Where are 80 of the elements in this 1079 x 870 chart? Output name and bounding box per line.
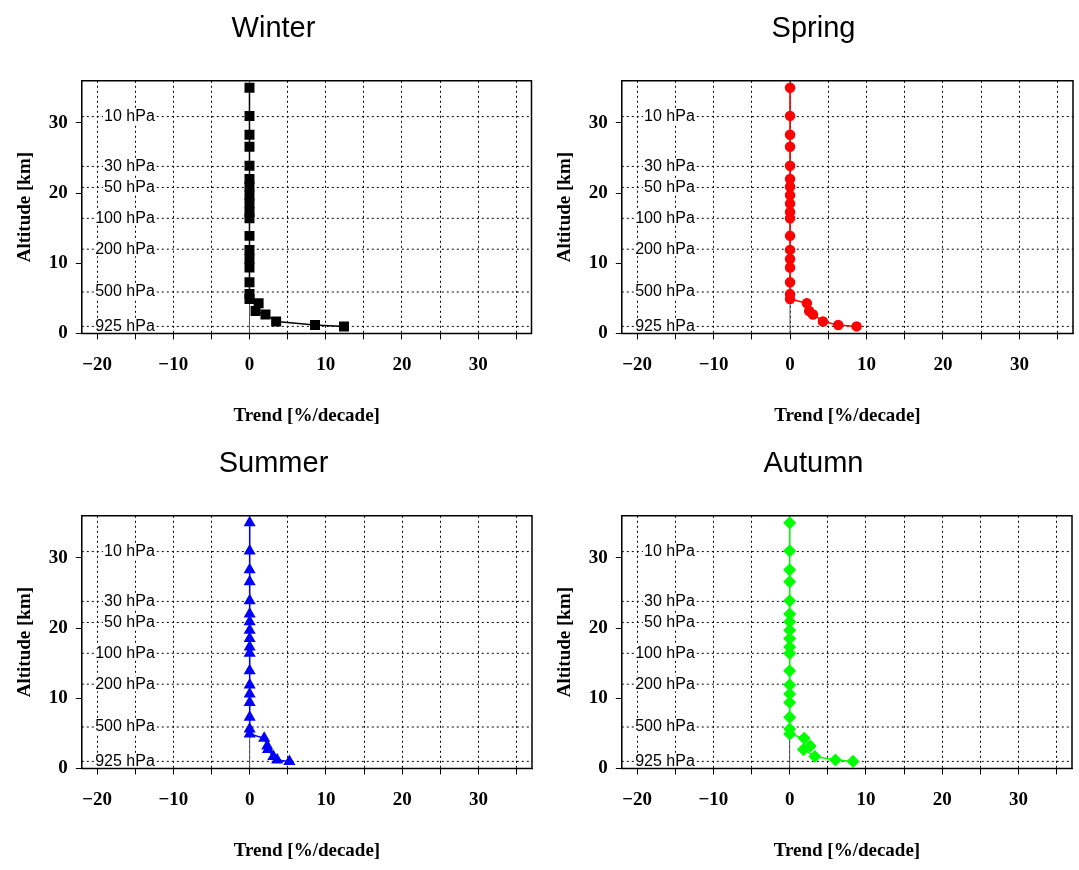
x-tick-label: 10 [316, 787, 336, 809]
chart-title: Spring [771, 11, 856, 44]
y-tick-label: 0 [58, 756, 68, 778]
x-tick-label: 30 [469, 787, 489, 809]
ref-line-label: 10 hPa [104, 541, 155, 559]
x-tick-label: 30 [468, 352, 488, 374]
x-tick-label: 0 [785, 352, 795, 374]
ref-line-label: 500 hPa [635, 282, 695, 300]
x-tick-label: 10 [856, 787, 876, 809]
ref-line-label: 50 hPa [644, 177, 695, 195]
ref-line-label: 10 hPa [104, 106, 155, 124]
ref-line-label: 10 hPa [644, 106, 695, 124]
y-tick-label: 30 [588, 110, 608, 132]
y-tick-label: 10 [48, 686, 68, 708]
ref-line-label: 50 hPa [104, 177, 155, 195]
ref-line-label: 925 hPa [95, 751, 155, 769]
y-axis-title: Altitude [km] [13, 586, 35, 698]
ref-line-label: 500 hPa [95, 282, 155, 300]
ref-line-label: 200 hPa [95, 239, 155, 257]
y-tick-label: 30 [588, 545, 608, 567]
y-tick-label: 0 [58, 321, 68, 343]
ref-line-label: 100 hPa [635, 208, 695, 226]
x-tick-label: 10 [857, 352, 877, 374]
x-axis-title: Trend [%/decade] [233, 403, 380, 425]
ref-line-label: 50 hPa [644, 612, 695, 630]
x-axis-title: Trend [%/decade] [774, 403, 921, 425]
y-axis-title: Altitude [km] [13, 151, 35, 263]
y-tick-label: 0 [598, 321, 608, 343]
ref-line-label: 200 hPa [635, 239, 695, 257]
x-tick-label: −10 [158, 352, 189, 374]
y-tick-label: 30 [48, 545, 68, 567]
ref-line-label: 200 hPa [95, 674, 155, 692]
ref-line-label: 500 hPa [635, 717, 695, 735]
ref-line-label: 925 hPa [635, 316, 695, 334]
x-tick-label: 30 [1009, 787, 1029, 809]
x-tick-label: −10 [698, 352, 729, 374]
x-tick-label: 20 [392, 352, 412, 374]
ref-line-label: 925 hPa [635, 751, 695, 769]
y-tick-label: 20 [588, 180, 608, 202]
y-tick-label: 10 [48, 251, 68, 273]
x-axis-title: Trend [%/decade] [773, 838, 921, 860]
x-tick-label: −20 [622, 352, 653, 374]
ref-line-label: 30 hPa [644, 591, 695, 609]
ref-line-label: 30 hPa [644, 156, 695, 174]
y-tick-label: 20 [588, 615, 608, 637]
x-tick-label: 20 [932, 787, 952, 809]
x-tick-label: 0 [784, 787, 795, 809]
y-tick-label: 0 [598, 756, 608, 778]
chart-title: Summer [218, 446, 329, 479]
x-tick-label: 10 [316, 352, 336, 374]
x-tick-label: −20 [622, 787, 652, 809]
y-axis-title: Altitude [km] [553, 151, 575, 263]
ref-line-label: 925 hPa [95, 316, 155, 334]
chart-title: Winter [231, 11, 316, 44]
x-tick-label: −10 [698, 787, 729, 809]
ref-line-label: 200 hPa [635, 674, 695, 692]
ref-line-label: 50 hPa [104, 612, 155, 630]
ref-line-label: 100 hPa [635, 643, 695, 661]
ref-line-label: 100 hPa [95, 208, 155, 226]
y-tick-label: 10 [588, 686, 608, 708]
ref-line-label: 30 hPa [104, 156, 155, 174]
x-tick-label: 30 [1009, 352, 1029, 374]
y-tick-label: 20 [48, 180, 68, 202]
x-tick-label: −10 [158, 787, 189, 809]
x-tick-label: −20 [82, 352, 112, 374]
ref-line-label: 100 hPa [95, 643, 155, 661]
y-tick-label: 10 [588, 251, 608, 273]
y-tick-label: 20 [48, 615, 68, 637]
x-tick-label: 20 [933, 352, 953, 374]
ref-line-label: 500 hPa [95, 717, 155, 735]
x-tick-label: 0 [244, 787, 255, 809]
ref-line-label: 10 hPa [644, 541, 695, 559]
chart-title: Autumn [763, 446, 864, 479]
ref-line-label: 30 hPa [104, 591, 155, 609]
x-tick-label: 20 [392, 787, 412, 809]
y-axis-title: Altitude [km] [553, 586, 575, 698]
x-axis-title: Trend [%/decade] [233, 838, 381, 860]
x-tick-label: 0 [244, 352, 255, 374]
x-tick-label: −20 [82, 787, 112, 809]
y-tick-label: 30 [48, 110, 68, 132]
